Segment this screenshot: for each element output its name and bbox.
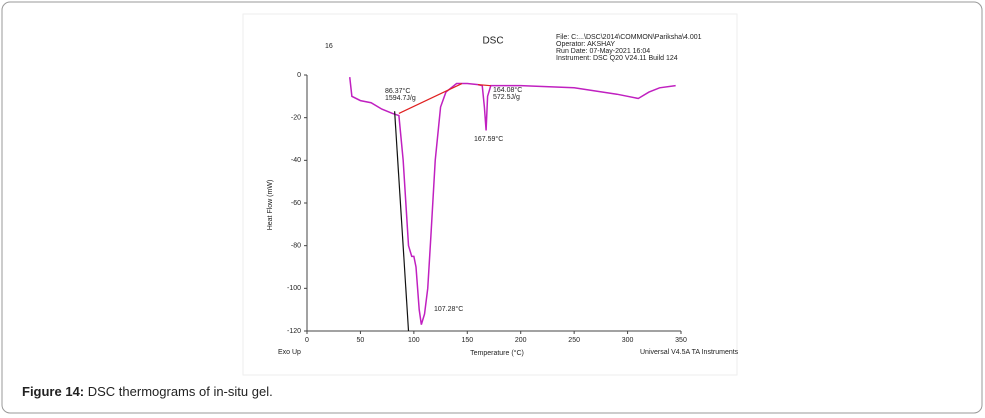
annotation: 107.28°C — [434, 305, 463, 313]
series-line — [477, 84, 491, 87]
y-tick-label: -40 — [291, 157, 301, 164]
software: Universal V4.5A TA Instruments — [640, 349, 739, 356]
figure-label: Figure 14: — [22, 384, 85, 399]
annotation: 164.08°C — [493, 86, 522, 94]
info-line: Instrument: DSC Q20 V24.11 Build 124 — [556, 55, 678, 62]
annotation: 167.59°C — [474, 135, 503, 143]
info-line: Run Date: 07-May-2021 16:04 — [556, 48, 650, 55]
corner-text: 16 — [325, 43, 333, 50]
annotation: 1594.7J/g — [385, 95, 416, 102]
x-tick-label: 100 — [408, 337, 420, 344]
x-tick-label: 0 — [305, 337, 309, 344]
x-label: Temperature (°C) — [470, 349, 524, 357]
annotation: 86.37°C — [385, 87, 410, 95]
x-tick-label: 200 — [515, 337, 527, 344]
info-line: Operator: AKSHAY — [556, 41, 615, 48]
x-tick-label: 250 — [568, 337, 580, 344]
info-line: File: C:...\DSC\2014\COMMON\Pariksha\4.0… — [556, 34, 702, 41]
y-tick-label: -120 — [287, 328, 301, 335]
y-label: Heat Flow (mW) — [267, 180, 274, 231]
series-line — [394, 111, 410, 332]
caption-text: DSC thermograms of in-situ gel. — [84, 384, 273, 399]
x-tick-label: 50 — [357, 337, 365, 344]
exo-label: Exo Up — [278, 349, 301, 356]
y-tick-label: -80 — [291, 243, 301, 250]
chart-image — [242, 13, 738, 376]
y-tick-label: -60 — [291, 200, 301, 207]
caption: Figure 14: DSC thermograms of in-situ ge… — [22, 384, 273, 399]
series-line — [398, 82, 463, 114]
x-tick-label: 350 — [675, 337, 687, 344]
chart-title: DSC — [482, 36, 503, 47]
y-tick-label: 0 — [297, 72, 301, 79]
annotation: 572.5J/g — [493, 94, 520, 101]
x-tick-label: 300 — [622, 337, 634, 344]
x-tick-label: 150 — [461, 337, 473, 344]
series-line — [348, 77, 676, 325]
y-tick-label: -20 — [291, 115, 301, 122]
y-tick-label: -100 — [287, 285, 301, 292]
